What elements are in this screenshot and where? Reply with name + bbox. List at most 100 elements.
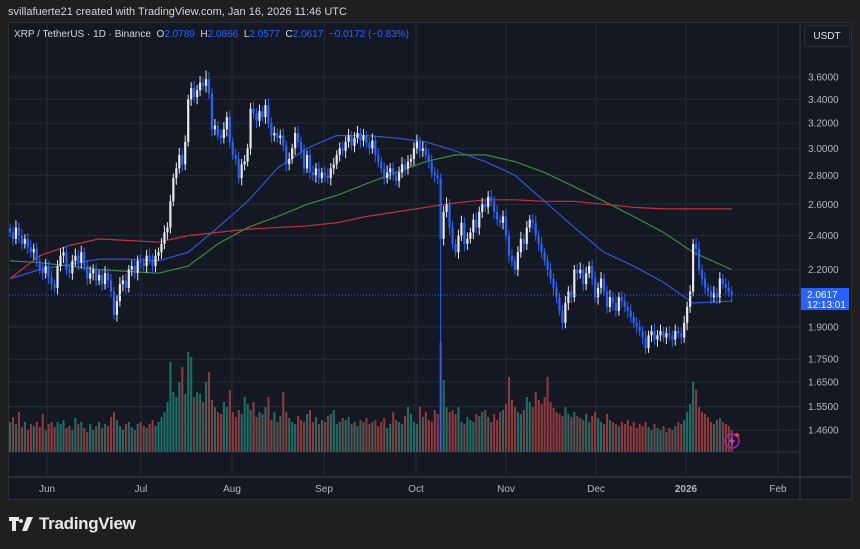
candle-body: [484, 204, 487, 208]
volume-bar: [68, 426, 71, 452]
candle-body: [617, 297, 620, 311]
candle-body: [181, 154, 184, 165]
volume-bar: [686, 412, 689, 452]
candle-body: [83, 252, 86, 267]
candle-body: [576, 269, 579, 274]
moving-average-line: [9, 199, 732, 280]
volume-bar: [507, 377, 511, 452]
candle-body: [570, 291, 573, 298]
volume-bar: [540, 404, 543, 452]
candle-body: [593, 278, 597, 298]
candle-body: [386, 172, 389, 179]
candle-body: [341, 148, 344, 151]
volume-bar: [436, 414, 439, 452]
candle-body: [163, 232, 166, 244]
volume-bar: [665, 432, 668, 452]
symbol-title[interactable]: XRP / TetherUS · 1D · Binance: [14, 29, 151, 40]
volume-bar: [356, 426, 359, 452]
candle-body: [395, 175, 398, 181]
volume-bar: [698, 407, 701, 452]
volume-bar: [582, 420, 585, 452]
volume-bar: [270, 420, 273, 452]
volume-bar: [412, 422, 416, 452]
candle-body: [689, 291, 692, 307]
y-tick-label: 3.4000: [808, 95, 839, 106]
candle-body: [531, 219, 534, 223]
candle-body: [17, 227, 21, 236]
volume-bar: [650, 430, 653, 452]
candle-body: [196, 90, 199, 98]
candle-body: [118, 284, 121, 302]
lightning-icon[interactable]: [724, 433, 740, 449]
candle-body: [74, 255, 77, 261]
volume-bar: [638, 424, 641, 452]
tradingview-logo[interactable]: TradingView: [9, 514, 136, 534]
volume-bar: [148, 424, 151, 452]
candle-body: [359, 132, 362, 141]
volume-bar: [662, 426, 665, 452]
last-price-value: 2.0617: [807, 290, 838, 301]
candle-body: [727, 287, 730, 292]
volume-bar: [445, 407, 448, 452]
candle-body: [100, 275, 104, 285]
candle-body: [335, 154, 338, 165]
volume-bar: [460, 422, 463, 452]
candle-body: [160, 243, 163, 253]
volume-bar: [404, 416, 407, 452]
volume-bar: [160, 417, 163, 452]
volume-bar: [496, 420, 499, 452]
candle-body: [433, 172, 436, 176]
candle-body: [228, 117, 231, 142]
candle-body: [611, 297, 615, 304]
brand-name: TradingView: [39, 514, 136, 533]
candle-body: [362, 135, 365, 141]
volume-bar: [347, 417, 350, 452]
y-tick-label: 2.6000: [808, 200, 839, 211]
x-tick-label: Jun: [39, 484, 55, 495]
candle-body: [261, 111, 264, 118]
volume-bar: [614, 424, 617, 452]
candle-body: [11, 232, 15, 239]
volume-bar: [252, 402, 255, 452]
candle-body: [671, 335, 674, 340]
volume-bar: [142, 426, 145, 452]
volume-bar: [715, 420, 718, 452]
volume-bar: [487, 417, 490, 452]
candle-body: [193, 88, 196, 98]
volume-bar: [433, 410, 436, 452]
candle-body: [350, 135, 353, 146]
candle-body: [225, 117, 228, 130]
candle-body: [525, 227, 528, 244]
volume-bar: [406, 407, 410, 452]
volume-bar: [543, 397, 546, 452]
candle-body: [112, 291, 116, 315]
volume-bar: [591, 416, 594, 452]
volume-bar: [124, 424, 127, 452]
candle-body: [721, 278, 724, 285]
volume-bar: [107, 426, 110, 452]
candle-body: [680, 333, 683, 338]
symbol-legend: XRP / TetherUS · 1D · Binance O2.0789 H2…: [14, 29, 409, 40]
volume-bar: [326, 416, 329, 452]
volume-bar: [157, 422, 160, 452]
candle-body: [602, 278, 606, 292]
candle-body: [546, 260, 549, 270]
currency-button[interactable]: USDT: [804, 25, 850, 47]
volume-bar: [692, 382, 695, 452]
candle-body: [644, 337, 647, 349]
volume-bar: [668, 428, 671, 452]
volume-bar: [306, 414, 309, 452]
volume-bar: [98, 422, 101, 452]
volume-bar: [133, 430, 136, 452]
candle-body: [285, 145, 288, 165]
volume-bar: [362, 422, 365, 452]
candle-body: [14, 227, 18, 239]
volume-bar: [308, 410, 312, 452]
candle-body: [89, 273, 92, 279]
volume-bar: [172, 392, 175, 452]
candle-body: [599, 278, 603, 288]
volume-bar: [59, 424, 62, 452]
candle-body: [540, 243, 543, 253]
volume-bar: [219, 414, 222, 452]
